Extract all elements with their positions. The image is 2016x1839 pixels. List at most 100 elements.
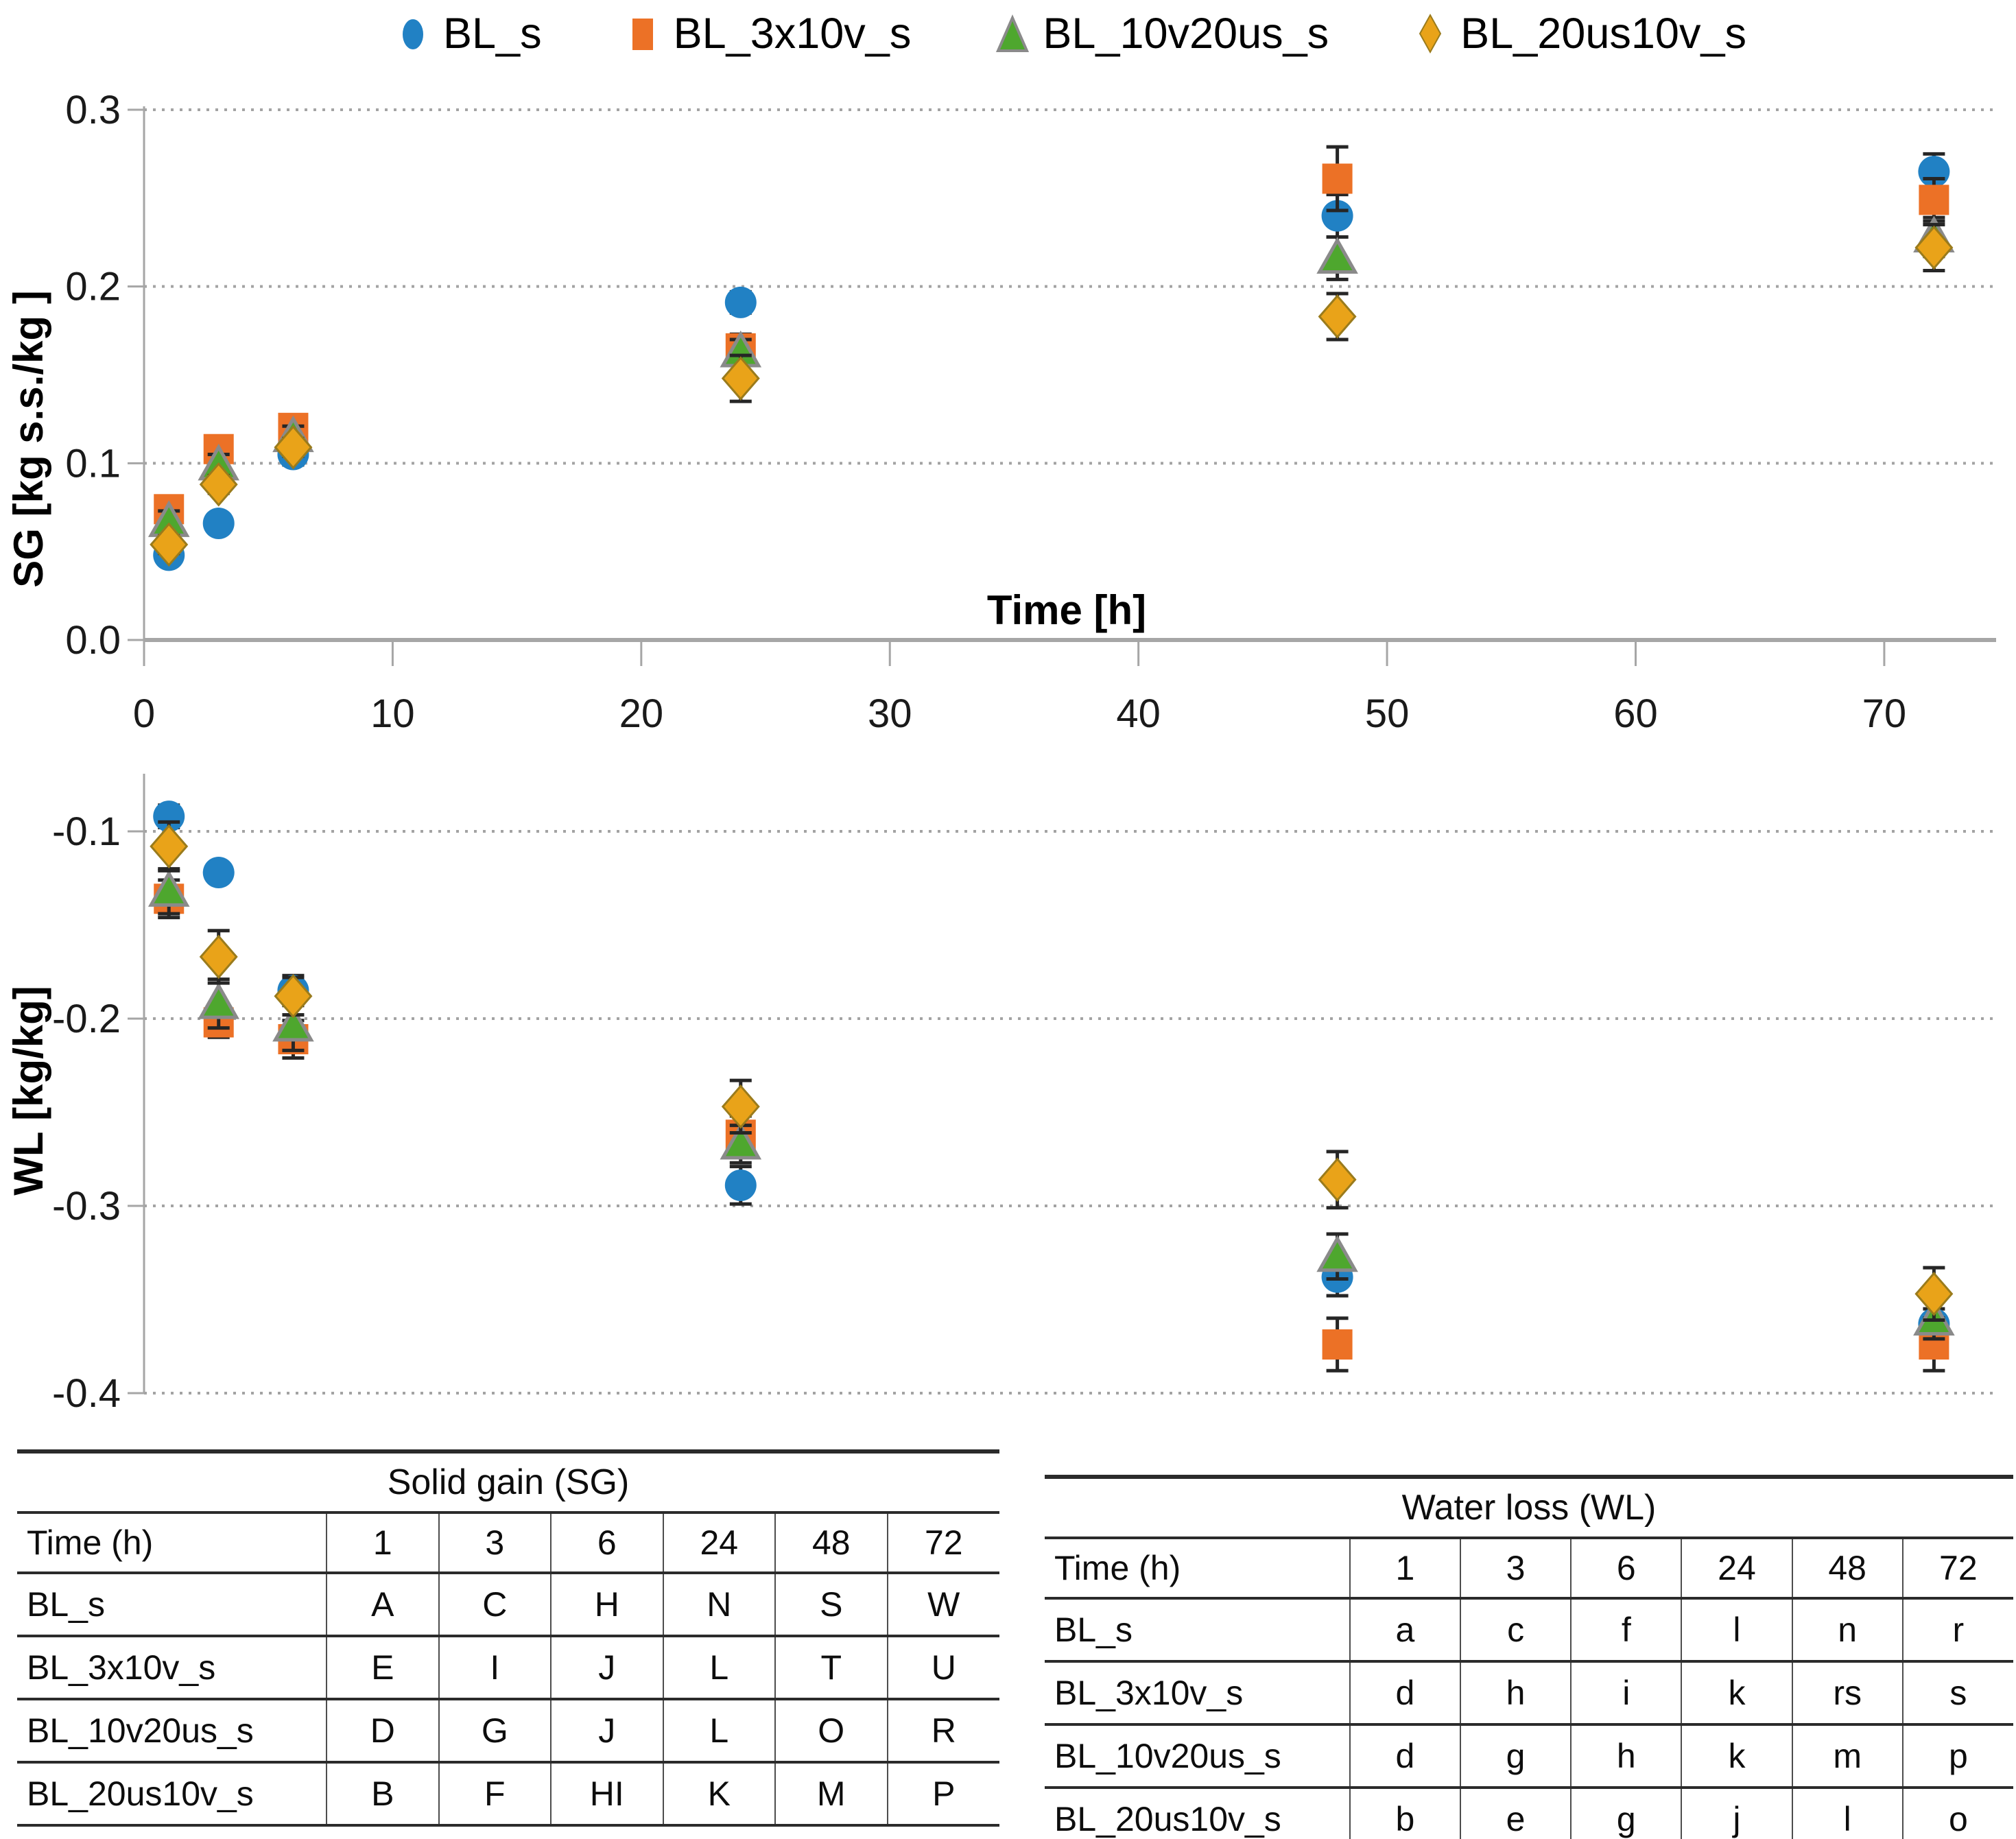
table-cell: C bbox=[438, 1573, 552, 1637]
legend-marker-shape bbox=[632, 19, 653, 50]
table-header-cell: 48 bbox=[1791, 1538, 1903, 1600]
table-cell: e bbox=[1459, 1788, 1572, 1839]
x-axis-tick-label: 50 bbox=[1365, 691, 1410, 736]
table-cell: r bbox=[1901, 1598, 2013, 1663]
table-cell: D bbox=[326, 1699, 439, 1764]
y-axis-tick-label: -0.1 bbox=[52, 809, 121, 854]
data-point-marker-circle bbox=[724, 1169, 757, 1201]
table-cell: H bbox=[550, 1573, 663, 1637]
sg-wl-scatter-chart: 0.3 0.2 0.1 0.0 0 10 20 30 40 50 60 70 Time [h] SG [k… bbox=[5, 88, 1996, 1416]
table-row: BL_3x10v_s d h i k rs s bbox=[1045, 1661, 2013, 1726]
table-row: BL_20us10v_s b e g j l o bbox=[1045, 1788, 2013, 1839]
data-point-marker-diamond bbox=[274, 425, 313, 470]
data-point-marker-circle bbox=[1321, 200, 1353, 232]
row-label: BL_10v20us_s bbox=[1045, 1724, 1350, 1789]
table-header-cell: 1 bbox=[1349, 1538, 1460, 1600]
table-cell: J bbox=[550, 1636, 663, 1700]
table-header-cell: 48 bbox=[774, 1512, 888, 1574]
table-cell: rs bbox=[1791, 1661, 1903, 1726]
wl-plot: -0.1 -0.2 -0.3 -0.4 WL [kg/kg] bbox=[5, 774, 1996, 1416]
legend-label: BL_20us10v_s bbox=[1460, 10, 1746, 58]
table-cell: P bbox=[886, 1762, 999, 1827]
y-axis-tick-label: 0.0 bbox=[65, 618, 121, 663]
table-cell: L bbox=[662, 1636, 776, 1700]
table-cell: L bbox=[662, 1699, 776, 1764]
legend-circle-icon bbox=[402, 19, 423, 49]
legend-label: BL_s bbox=[442, 10, 542, 58]
y-axis-tick-label: 0.3 bbox=[65, 88, 121, 132]
series-BL_s bbox=[153, 800, 1950, 1341]
x-axis-tick-label: 10 bbox=[370, 691, 415, 736]
table-cell: g bbox=[1459, 1724, 1572, 1789]
y-axis-tick-label: -0.3 bbox=[52, 1184, 121, 1229]
row-label: BL_3x10v_s bbox=[1045, 1661, 1350, 1726]
x-axis-tick-label: 20 bbox=[619, 691, 664, 736]
table-cell: b bbox=[1349, 1788, 1460, 1839]
table-row: BL_s a c f l n r bbox=[1045, 1598, 2013, 1663]
data-point-marker-triangle bbox=[1316, 237, 1358, 274]
y-axis-tick-label: 0.1 bbox=[65, 441, 121, 486]
table-row: BL_20us10v_s B F HI K M P bbox=[17, 1762, 999, 1827]
legend-diamond-icon bbox=[1419, 13, 1442, 54]
legend-item-BL_20us10v_s: BL_20us10v_s bbox=[1411, 9, 1746, 58]
table-header-cell: 1 bbox=[326, 1512, 439, 1574]
data-point-marker-diamond bbox=[1914, 1272, 1954, 1316]
x-axis-tick-label: 0 bbox=[133, 691, 155, 736]
table-cell: g bbox=[1570, 1788, 1682, 1839]
table-row: BL_10v20us_s d g h k m p bbox=[1045, 1724, 2013, 1789]
water-loss-table: Water loss (WL) Time (h) 1 3 6 24 48 72 BL_s a c f l… bbox=[1045, 1475, 2013, 1839]
table-header-cell: Time (h) bbox=[17, 1512, 327, 1574]
row-label: BL_20us10v_s bbox=[1045, 1788, 1350, 1839]
table-cell: J bbox=[550, 1699, 663, 1764]
table-cell: k bbox=[1681, 1661, 1792, 1726]
table-cell: h bbox=[1570, 1724, 1682, 1789]
legend-label: BL_10v20us_s bbox=[1043, 10, 1329, 58]
table-cell: d bbox=[1349, 1661, 1460, 1726]
table-cell: l bbox=[1791, 1788, 1903, 1839]
table-cell: HI bbox=[550, 1762, 663, 1827]
table-cell: W bbox=[886, 1573, 999, 1637]
data-point-marker-diamond bbox=[150, 522, 189, 567]
data-point-marker-diamond bbox=[721, 1084, 760, 1129]
row-label: BL_s bbox=[1045, 1598, 1350, 1663]
legend-label: BL_3x10v_s bbox=[673, 10, 912, 58]
x-axis-tick-label: 40 bbox=[1116, 691, 1161, 736]
row-label: BL_s bbox=[17, 1573, 327, 1637]
table-cell: S bbox=[774, 1573, 888, 1637]
data-point-marker-circle bbox=[724, 286, 757, 318]
table-cell: h bbox=[1459, 1661, 1572, 1726]
sg-axis-title: SG [kg s.s./kg ] bbox=[5, 290, 51, 587]
data-point-marker-diamond bbox=[1318, 1157, 1357, 1202]
table-row: BL_s A C H N S W bbox=[17, 1573, 999, 1637]
data-point-marker-diamond bbox=[274, 973, 313, 1019]
table-cell: I bbox=[438, 1636, 552, 1700]
series-BL_3x10v_s bbox=[154, 878, 1949, 1373]
table-cell: a bbox=[1349, 1598, 1460, 1663]
wl-axis-title: WL [kg/kg] bbox=[5, 986, 51, 1196]
table-cell: n bbox=[1791, 1598, 1903, 1663]
table-cell: m bbox=[1791, 1724, 1903, 1789]
legend-item-BL_3x10v_s: BL_3x10v_s bbox=[624, 9, 912, 58]
legend-marker-shape bbox=[1419, 13, 1442, 54]
data-point-marker-triangle bbox=[147, 870, 190, 907]
table-cell: N bbox=[662, 1573, 776, 1637]
data-point-marker-diamond bbox=[1318, 294, 1357, 339]
data-point-marker-square bbox=[1322, 163, 1353, 194]
data-point-marker-diamond bbox=[1914, 225, 1954, 270]
solid-gain-table: Solid gain (SG) Time (h) 1 3 6 24 48 72 BL_s A C H N… bbox=[17, 1449, 999, 1827]
table-cell: R bbox=[886, 1699, 999, 1764]
table-cell: O bbox=[774, 1699, 888, 1764]
data-point-marker-circle bbox=[202, 857, 235, 889]
x-axis-tick-label: 30 bbox=[868, 691, 912, 736]
table-header-cell: 72 bbox=[1901, 1538, 2013, 1600]
data-point-marker-circle bbox=[202, 507, 235, 539]
y-axis-tick-label: -0.2 bbox=[52, 997, 121, 1041]
table-header-cell: Time (h) bbox=[1045, 1538, 1350, 1600]
x-axis-tick-label: 70 bbox=[1862, 691, 1907, 736]
table-cell: A bbox=[326, 1573, 439, 1637]
data-point-marker-diamond bbox=[199, 934, 238, 980]
sg-plot: 0.3 0.2 0.1 0.0 0 10 20 30 40 50 60 70 Time [h] SG [k… bbox=[5, 88, 1996, 736]
row-label: BL_20us10v_s bbox=[17, 1762, 327, 1827]
table-row: BL_3x10v_s E I J L T U bbox=[17, 1636, 999, 1700]
